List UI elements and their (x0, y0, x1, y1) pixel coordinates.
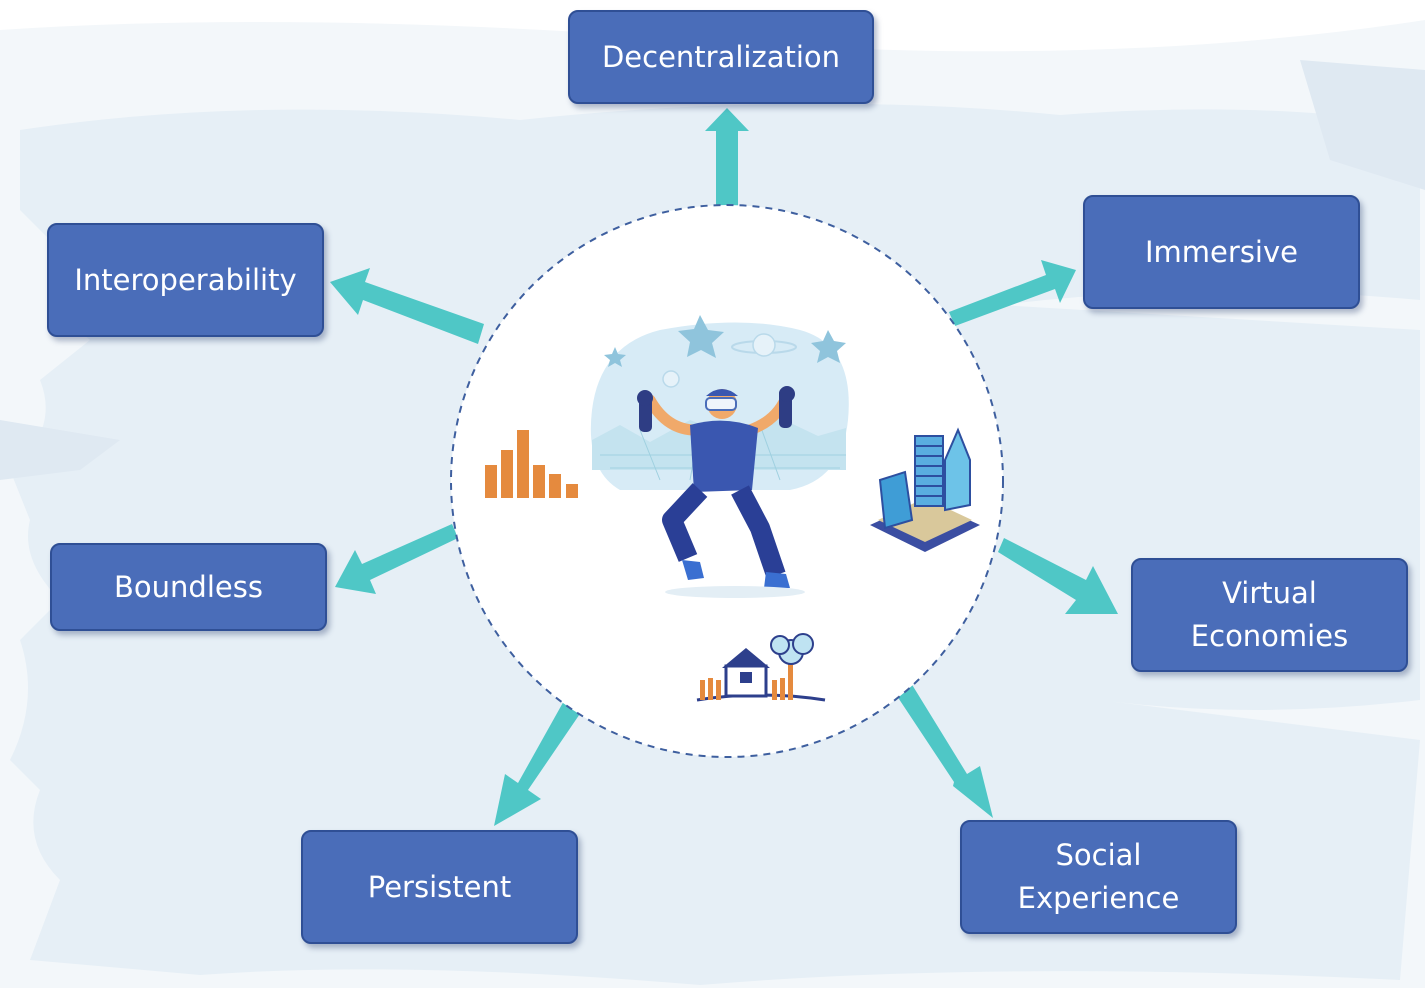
city-buildings-icon (870, 427, 980, 552)
arrow-boundless (335, 524, 458, 594)
node-virtual-economies: Virtual Economies (1131, 558, 1408, 672)
node-interoperability: Interoperability (47, 223, 324, 337)
arrow-immersive (949, 260, 1076, 326)
arrow-virtual-economies (998, 538, 1118, 614)
bar-chart-icon (485, 430, 578, 498)
house-with-tree-icon (696, 633, 826, 702)
arrow-interoperability (330, 268, 484, 344)
arrow-decentralization (705, 108, 749, 220)
node-decentralization: Decentralization (568, 10, 874, 104)
arrow-persistent (494, 690, 588, 826)
node-social-experience: Social Experience (960, 820, 1237, 934)
arrow-social-experience (895, 683, 993, 818)
node-persistent: Persistent (301, 830, 578, 944)
arrows (330, 108, 1118, 826)
node-immersive: Immersive (1083, 195, 1360, 309)
node-boundless: Boundless (50, 543, 327, 631)
vr-person-illustration (590, 315, 849, 598)
